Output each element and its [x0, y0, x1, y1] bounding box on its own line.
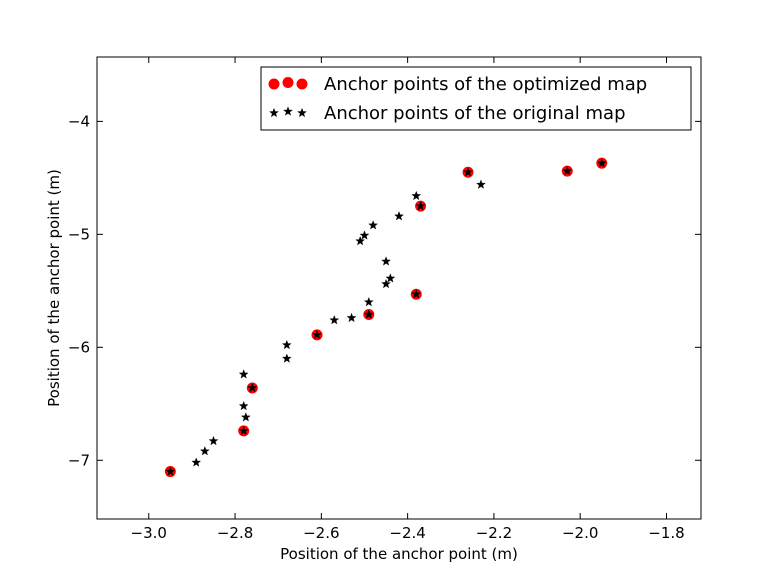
- original-point: [385, 273, 396, 283]
- original-point: [359, 230, 370, 240]
- original-point: [381, 256, 391, 266]
- legend-box: [260, 66, 692, 131]
- legend-marker-circle: [282, 77, 294, 88]
- original-point: [281, 339, 292, 350]
- original-point: [165, 466, 176, 476]
- original-point: [363, 309, 374, 319]
- original-point: [238, 425, 249, 436]
- original-point: [346, 312, 357, 323]
- original-point: [381, 278, 391, 289]
- x-tick-label: −2.0: [562, 524, 598, 542]
- original-point: [463, 167, 473, 177]
- legend-marker-star: [269, 107, 279, 118]
- legend-label-optimized: Anchor points of the optimized map: [324, 74, 647, 95]
- original-point: [596, 157, 607, 168]
- legend: Anchor points of the optimized map Ancho…: [260, 66, 692, 131]
- legend-marker-circle: [296, 78, 308, 90]
- original-point: [238, 369, 249, 379]
- x-tick-label: −2.2: [476, 524, 512, 542]
- x-tick-label: −2.8: [217, 524, 253, 542]
- original-point: [191, 457, 202, 467]
- legend-marker-original: [269, 106, 307, 118]
- original-point: [281, 353, 292, 363]
- ticks-layer: −3.0 −2.8 −2.6 −2.4 −2.2 −2.0 −1.8 −4 −5 −6 −7: [68, 57, 701, 542]
- x-tick-label: −1.8: [648, 524, 684, 542]
- original-point: [411, 289, 422, 299]
- legend-label-original: Anchor points of the original map: [324, 103, 626, 124]
- original-point: [368, 220, 379, 230]
- x-tick-label: −2.6: [303, 524, 339, 542]
- original-point: [329, 315, 340, 325]
- legend-marker-star: [297, 107, 307, 118]
- original-point: [355, 235, 366, 246]
- original-point: [247, 382, 258, 393]
- legend-marker-optimized: [268, 77, 308, 90]
- legend-marker-circle: [268, 78, 280, 90]
- original-point: [415, 200, 426, 211]
- original-point: [394, 211, 404, 221]
- plot-frame: [96, 56, 702, 520]
- marks-layer: [164, 157, 608, 478]
- original-point: [562, 165, 573, 176]
- legend-marker-star: [283, 106, 293, 116]
- x-tick-label: −3.0: [131, 524, 167, 542]
- original-point: [208, 435, 219, 446]
- x-tick-label: −2.4: [389, 524, 425, 542]
- original-point: [238, 400, 249, 411]
- original-point: [476, 179, 486, 189]
- y-tick-label: −4: [68, 112, 90, 130]
- original-point: [411, 190, 422, 201]
- original-point: [312, 329, 322, 340]
- original-point: [199, 446, 210, 456]
- original-point: [363, 296, 374, 307]
- y-tick-label: −5: [68, 225, 90, 243]
- y-tick-label: −6: [68, 338, 90, 356]
- original-point: [240, 412, 251, 422]
- x-axis-label: Position of the anchor point (m): [280, 545, 518, 563]
- y-axis-label: Position of the anchor point (m): [45, 169, 63, 407]
- y-tick-label: −7: [68, 451, 90, 469]
